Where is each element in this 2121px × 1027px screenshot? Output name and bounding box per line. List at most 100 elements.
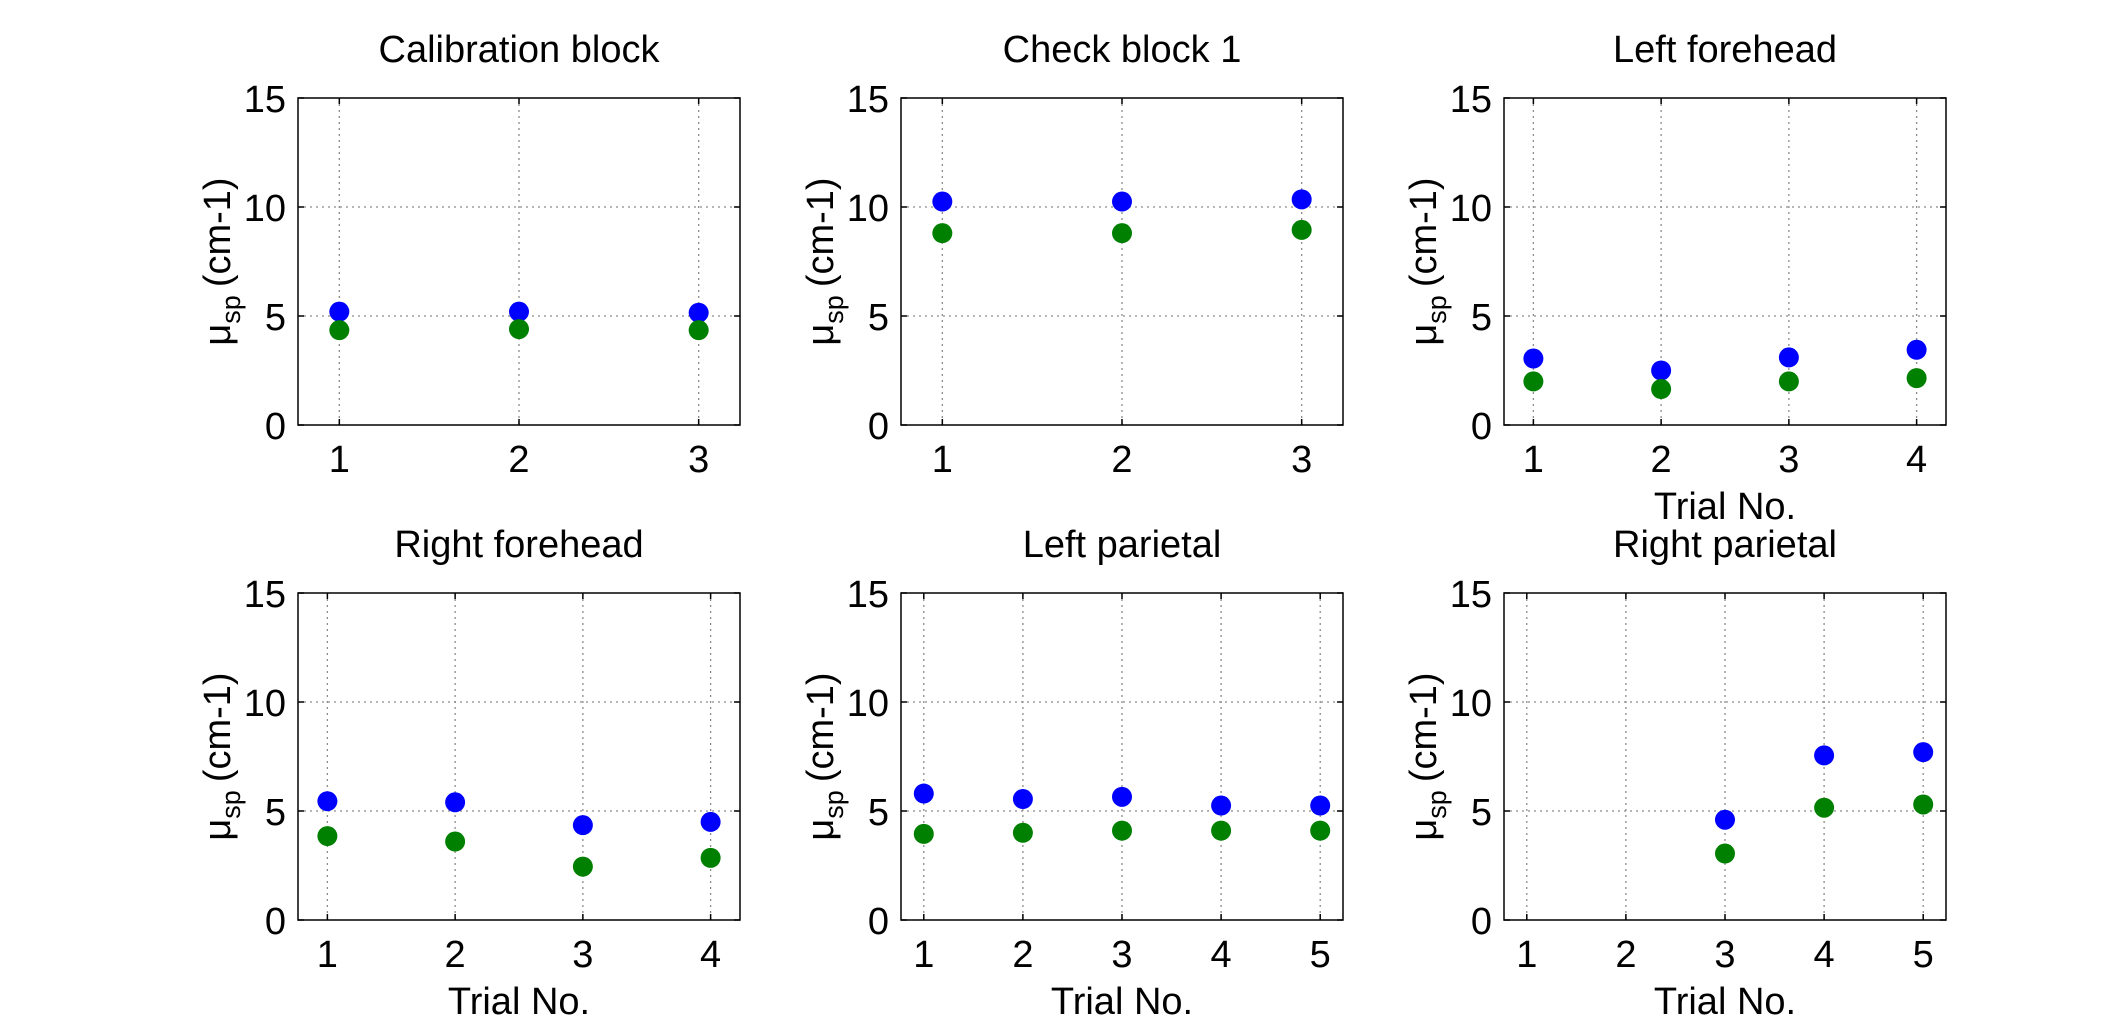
x-tick-label: 3	[1291, 439, 1312, 481]
y-tick-label: 0	[1471, 406, 1492, 448]
data-point	[1651, 360, 1672, 381]
data-point	[1778, 371, 1799, 392]
data-point	[1310, 795, 1331, 816]
data-point	[1012, 822, 1033, 843]
y-tick-label: 15	[244, 79, 286, 121]
y-tick-label: 5	[265, 297, 286, 339]
y-tick-label: 5	[1471, 297, 1492, 339]
series-1	[1715, 794, 1934, 864]
data-point	[445, 831, 466, 852]
chart-title: Right forehead	[394, 524, 643, 566]
y-tick-label: 0	[265, 901, 286, 943]
y-tick-label: 10	[1450, 683, 1492, 725]
y-tick-label: 0	[868, 901, 889, 943]
x-tick-label: 4	[1906, 439, 1927, 481]
x-tick-label: 3	[1111, 934, 1132, 976]
data-point	[1906, 339, 1927, 360]
series-0	[913, 783, 1331, 816]
x-tick-label: 2	[508, 439, 529, 481]
y-tick-label: 15	[244, 574, 286, 616]
x-tick-label: 2	[1111, 439, 1132, 481]
y-axis-label: μsp(cm-1)	[197, 177, 246, 345]
x-axis-label: Trial No.	[1654, 486, 1796, 528]
y-tick-label: 10	[1450, 188, 1492, 230]
series-0	[1523, 339, 1927, 381]
data-point	[913, 823, 934, 844]
panel-0: 1 2 3 0 5 10 15 Calibration block μsp(cm-1)	[197, 29, 741, 481]
data-point	[1913, 794, 1934, 815]
x-tick-label: 2	[1615, 934, 1636, 976]
data-point	[700, 811, 721, 832]
y-tick-label: 15	[847, 574, 889, 616]
data-point	[1814, 745, 1835, 766]
x-axis-label: Trial No.	[1051, 981, 1193, 1023]
y-tick-label: 5	[265, 792, 286, 834]
y-tick-label: 15	[1450, 79, 1492, 121]
data-point	[509, 301, 529, 322]
y-tick-label: 10	[244, 683, 286, 725]
x-tick-label: 3	[688, 439, 709, 481]
data-point	[913, 783, 934, 804]
series-0	[932, 189, 1312, 212]
x-tick-label: 1	[329, 439, 350, 481]
y-tick-label: 0	[1471, 901, 1492, 943]
series-0	[317, 791, 721, 836]
y-tick-label: 5	[868, 297, 889, 339]
x-tick-label: 1	[932, 439, 953, 481]
x-tick-label: 3	[572, 934, 593, 976]
series-1	[317, 826, 721, 877]
series-0	[329, 301, 709, 323]
data-point	[688, 320, 709, 341]
data-point	[317, 791, 338, 812]
data-point	[509, 319, 529, 340]
y-tick-label: 0	[868, 406, 889, 448]
y-axis-label: μsp(cm-1)	[800, 672, 849, 840]
series-1	[329, 319, 709, 341]
data-point	[1211, 795, 1232, 816]
panel-1: 1 2 3 0 5 10 15 Check block 1 μsp(cm-1)	[800, 29, 1344, 481]
data-point	[572, 815, 593, 836]
data-point	[329, 301, 350, 322]
data-point	[1651, 379, 1672, 400]
x-tick-label: 4	[1814, 934, 1835, 976]
data-point	[1291, 219, 1312, 240]
y-tick-label: 15	[1450, 574, 1492, 616]
panel-4: 1 2 3 4 5 0 5 10 15 Left parietal Trial No. μsp(cm-…	[800, 524, 1344, 1023]
series-0	[1715, 742, 1934, 830]
data-point	[1906, 368, 1927, 389]
data-point	[1112, 820, 1132, 841]
data-point	[1523, 371, 1544, 392]
x-tick-label: 1	[1516, 934, 1537, 976]
data-point	[1814, 797, 1835, 818]
y-axis-label: μsp(cm-1)	[197, 672, 246, 840]
data-point	[445, 792, 466, 813]
y-axis-label: μsp(cm-1)	[800, 177, 849, 345]
x-tick-label: 1	[913, 934, 934, 976]
chart-title: Left forehead	[1613, 29, 1837, 71]
data-point	[932, 191, 953, 212]
data-point	[1291, 189, 1312, 210]
data-point	[329, 320, 350, 341]
data-point	[1112, 223, 1132, 244]
x-axis-label: Trial No.	[1654, 981, 1796, 1023]
data-point	[1112, 191, 1132, 212]
y-axis-label: μsp(cm-1)	[1403, 177, 1452, 345]
chart-title: Check block 1	[1003, 29, 1242, 71]
chart-title: Left parietal	[1023, 524, 1222, 566]
data-point	[688, 302, 709, 323]
y-tick-label: 5	[1471, 792, 1492, 834]
chart-title: Right parietal	[1613, 524, 1837, 566]
x-axis-label: Trial No.	[448, 981, 590, 1023]
data-point	[700, 847, 721, 868]
y-tick-label: 5	[868, 792, 889, 834]
x-tick-label: 3	[1714, 934, 1735, 976]
data-point	[1913, 742, 1934, 763]
y-axis-label: μsp(cm-1)	[1403, 672, 1452, 840]
x-tick-label: 2	[1651, 439, 1672, 481]
y-tick-label: 0	[265, 406, 286, 448]
x-tick-label: 4	[700, 934, 721, 976]
x-tick-label: 4	[1211, 934, 1232, 976]
series-1	[913, 820, 1331, 844]
axes-frame	[1503, 97, 1947, 426]
data-point	[1211, 820, 1232, 841]
